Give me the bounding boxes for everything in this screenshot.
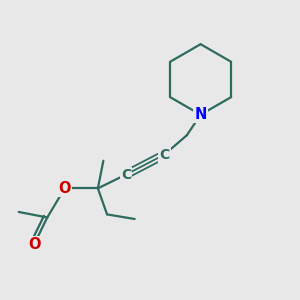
Text: C: C: [159, 148, 170, 162]
Text: N: N: [194, 107, 207, 122]
Text: C: C: [121, 167, 131, 182]
Text: O: O: [58, 181, 71, 196]
Text: O: O: [28, 237, 40, 252]
